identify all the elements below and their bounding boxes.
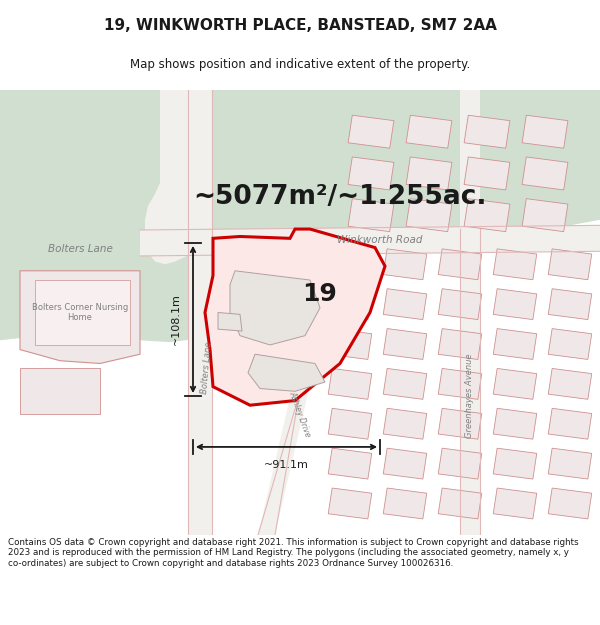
Bar <box>493 329 537 359</box>
Bar <box>438 488 482 519</box>
Bar <box>383 408 427 439</box>
Bar <box>522 199 568 232</box>
Bar <box>348 199 394 232</box>
Polygon shape <box>218 248 355 387</box>
Text: 19, WINKWORTH PLACE, BANSTEAD, SM7 2AA: 19, WINKWORTH PLACE, BANSTEAD, SM7 2AA <box>104 18 496 32</box>
Bar <box>493 289 537 319</box>
Bar <box>493 448 537 479</box>
Bar <box>464 115 510 148</box>
Bar <box>493 488 537 519</box>
Polygon shape <box>218 312 242 331</box>
Bar <box>548 249 592 280</box>
Bar <box>348 157 394 190</box>
Polygon shape <box>145 90 200 264</box>
Bar <box>328 249 372 280</box>
Bar <box>438 369 482 399</box>
Bar <box>438 329 482 359</box>
Bar <box>464 199 510 232</box>
Bar <box>383 249 427 280</box>
Bar <box>383 329 427 359</box>
Bar <box>328 408 372 439</box>
Bar <box>493 369 537 399</box>
Text: Bolters Lane: Bolters Lane <box>200 342 214 394</box>
Text: Ashley Drive: Ashley Drive <box>287 390 313 439</box>
Text: ~5077m²/~1.255ac.: ~5077m²/~1.255ac. <box>193 184 487 209</box>
Bar <box>383 289 427 319</box>
Bar <box>548 448 592 479</box>
Text: Contains OS data © Crown copyright and database right 2021. This information is : Contains OS data © Crown copyright and d… <box>8 538 578 568</box>
Bar <box>328 289 372 319</box>
Text: Map shows position and indicative extent of the property.: Map shows position and indicative extent… <box>130 58 470 71</box>
Polygon shape <box>258 256 340 535</box>
Bar <box>406 199 452 232</box>
Bar <box>348 115 394 148</box>
Bar <box>548 329 592 359</box>
Bar <box>493 408 537 439</box>
Text: Bolters Lane: Bolters Lane <box>47 244 112 254</box>
Bar <box>522 115 568 148</box>
Polygon shape <box>35 280 130 345</box>
Bar <box>460 90 480 535</box>
Text: ~91.1m: ~91.1m <box>264 460 309 470</box>
Bar <box>438 408 482 439</box>
Polygon shape <box>248 354 325 391</box>
Bar <box>188 90 212 535</box>
Polygon shape <box>205 229 385 405</box>
Bar <box>548 488 592 519</box>
Bar <box>464 157 510 190</box>
Bar <box>383 488 427 519</box>
Text: Greenhayes Avenue: Greenhayes Avenue <box>466 354 475 438</box>
Polygon shape <box>0 90 600 342</box>
Bar <box>328 448 372 479</box>
Text: ~108.1m: ~108.1m <box>171 294 181 346</box>
Text: Bolters Corner Nursing
Home: Bolters Corner Nursing Home <box>32 302 128 322</box>
Bar <box>328 329 372 359</box>
Bar <box>328 488 372 519</box>
Bar <box>406 115 452 148</box>
Text: Winkworth Road: Winkworth Road <box>337 235 423 245</box>
Bar <box>493 249 537 280</box>
Bar <box>438 289 482 319</box>
Bar <box>548 369 592 399</box>
Bar <box>548 289 592 319</box>
Text: 19: 19 <box>302 282 337 306</box>
Bar <box>548 408 592 439</box>
Bar <box>20 368 100 414</box>
Polygon shape <box>140 226 600 256</box>
Bar <box>522 157 568 190</box>
Polygon shape <box>20 271 140 364</box>
Bar <box>406 157 452 190</box>
Bar <box>328 369 372 399</box>
Polygon shape <box>230 271 320 345</box>
Bar <box>383 369 427 399</box>
Bar <box>383 448 427 479</box>
Bar <box>438 448 482 479</box>
Bar <box>438 249 482 280</box>
